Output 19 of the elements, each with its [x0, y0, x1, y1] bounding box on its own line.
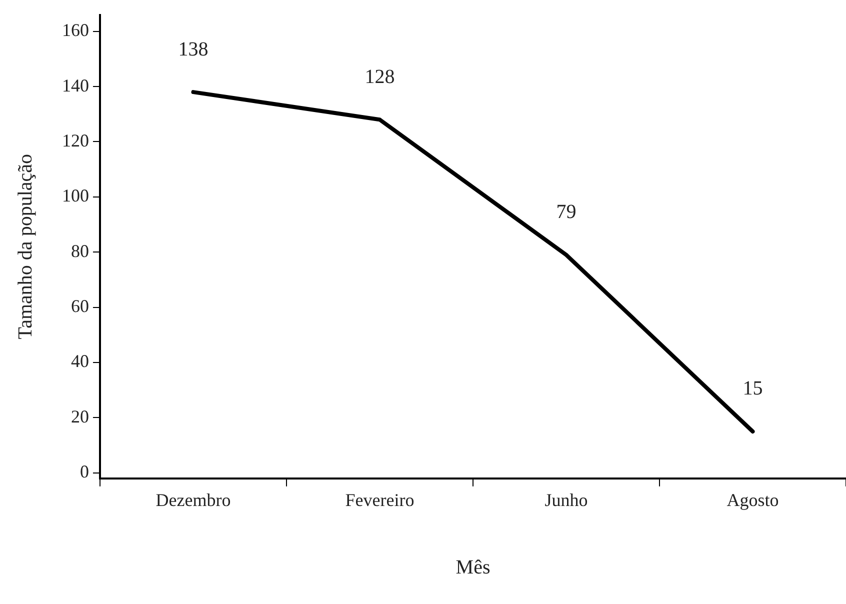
y-tick-label: 160 [62, 20, 89, 40]
data-label: 128 [364, 66, 395, 88]
x-tick-label: Fevereiro [345, 490, 414, 510]
x-tick-label: Agosto [726, 490, 779, 510]
x-tick-label: Junho [544, 490, 588, 510]
y-tick-label: 40 [71, 351, 89, 372]
y-axis-title: Tamanho da população [14, 154, 36, 340]
data-label: 79 [556, 201, 576, 224]
y-tick-label: 100 [62, 186, 89, 206]
y-tick-label: 60 [71, 296, 89, 316]
data-label: 15 [742, 378, 763, 400]
x-axis-title: Mês [456, 556, 490, 578]
y-tick-label: 80 [71, 240, 89, 261]
y-tick-label: 140 [62, 75, 89, 96]
y-tick-label: 120 [62, 130, 89, 150]
y-tick-label: 0 [80, 462, 89, 482]
x-tick-label: Dezembro [156, 490, 231, 510]
data-label: 138 [178, 38, 208, 60]
y-tick-label: 20 [71, 406, 89, 426]
